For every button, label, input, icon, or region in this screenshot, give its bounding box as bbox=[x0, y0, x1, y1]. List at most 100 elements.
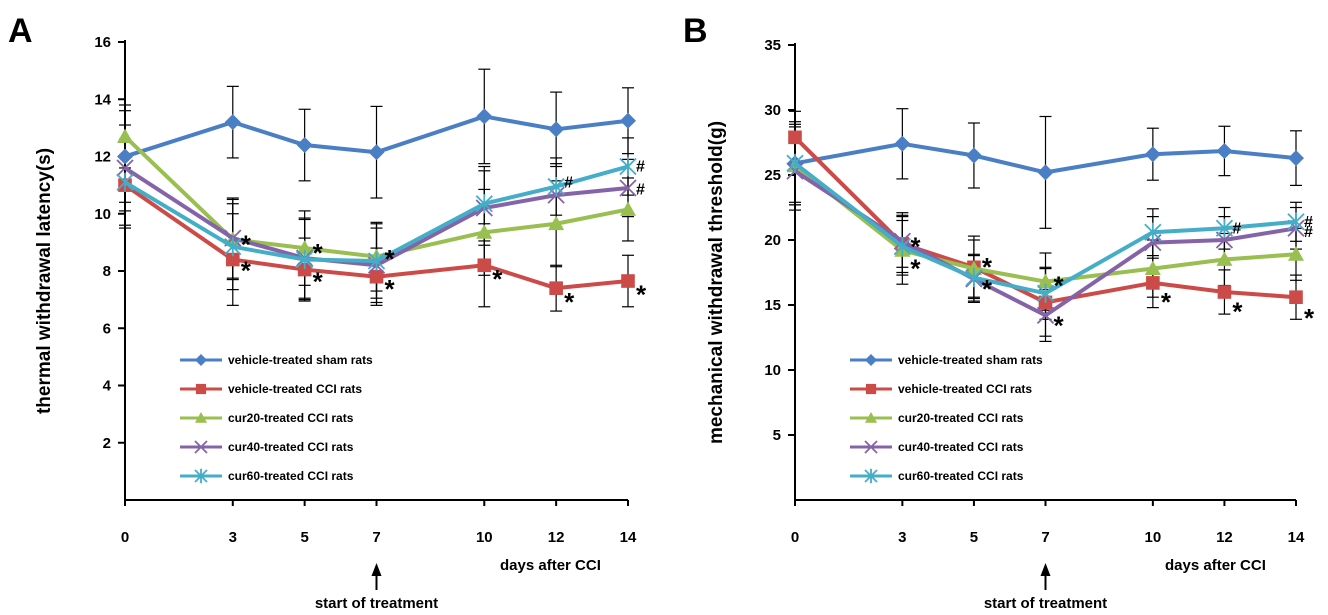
series-vehicle_sham bbox=[117, 108, 636, 165]
x-tick-label: 10 bbox=[476, 529, 493, 546]
marker-square bbox=[369, 269, 384, 284]
y-tick-label: 16 bbox=[94, 34, 111, 51]
legend-item-1: vehicle-treated sham rats bbox=[850, 353, 1043, 367]
legend-label: cur40-treated CCI rats bbox=[228, 440, 354, 454]
marker-triangle bbox=[620, 201, 636, 216]
legend-label: vehicle-treated CCI rats bbox=[898, 382, 1032, 396]
y-tick-label: 2 bbox=[103, 435, 111, 452]
marker-triangle bbox=[117, 128, 133, 143]
marker-asterisk bbox=[864, 468, 878, 484]
marker-asterisk bbox=[619, 156, 637, 177]
marker-x bbox=[1036, 306, 1055, 325]
significance-hash: # bbox=[636, 181, 645, 198]
y-tick-label: 10 bbox=[764, 362, 781, 379]
marker-x bbox=[116, 159, 134, 177]
significance-star: * bbox=[1304, 303, 1315, 333]
legend: vehicle-treated sham rats vehicle-treated… bbox=[850, 353, 1043, 484]
marker-triangle bbox=[195, 412, 207, 423]
y-tick-label: 4 bbox=[103, 378, 112, 395]
marker-asterisk bbox=[786, 153, 804, 173]
legend-label: cur60-treated CCI rats bbox=[228, 469, 354, 483]
significance-star: * bbox=[636, 280, 647, 310]
x-tick-label: 0 bbox=[791, 529, 799, 546]
marker-diamond bbox=[1037, 164, 1054, 181]
marker-asterisk bbox=[1215, 218, 1234, 238]
y-tick-label: 6 bbox=[103, 320, 111, 337]
x-tick-label: 7 bbox=[372, 529, 380, 546]
significance-star: * bbox=[982, 252, 993, 282]
panel-letter: A bbox=[8, 12, 33, 50]
legend-label: cur40-treated CCI rats bbox=[898, 440, 1024, 454]
treatment-arrow-head bbox=[371, 563, 382, 576]
significance-star: * bbox=[313, 267, 324, 297]
marker-square bbox=[477, 258, 492, 273]
significance-hash: # bbox=[1304, 214, 1313, 231]
significance-star: * bbox=[564, 287, 575, 317]
significance-star: * bbox=[910, 253, 921, 283]
marker-square bbox=[788, 130, 802, 145]
marker-square bbox=[1217, 285, 1232, 299]
treatment-annotation: start of treatment bbox=[984, 595, 1107, 612]
significance-hash: # bbox=[564, 174, 573, 191]
marker-diamond bbox=[224, 114, 241, 131]
x-tick-label: 3 bbox=[898, 529, 906, 546]
y-axis-label: mechanical withdrawal threshold(g) bbox=[706, 121, 727, 444]
marker-diamond bbox=[894, 135, 911, 152]
panel-letter: B bbox=[683, 12, 708, 50]
marker-triangle bbox=[296, 240, 313, 255]
series-cur60 bbox=[116, 156, 637, 271]
treatment-arrow-head bbox=[1040, 563, 1051, 576]
marker-triangle bbox=[476, 224, 493, 239]
legend-item-1: vehicle-treated sham rats bbox=[180, 353, 373, 367]
x-tick-label: 0 bbox=[121, 529, 129, 546]
chart-panel-a: A 2 4 6 8 10 12 14 16 0 3 5 7 10 12 14 thermal withdrawa… bbox=[8, 12, 647, 612]
marker-diamond bbox=[476, 108, 493, 125]
significance-star: * bbox=[385, 274, 396, 304]
marker-square bbox=[1146, 276, 1160, 290]
legend-label: vehicle-treated CCI rats bbox=[228, 382, 362, 396]
legend-label: vehicle-treated sham rats bbox=[228, 353, 373, 367]
significance-star: * bbox=[385, 244, 396, 274]
significance-star: * bbox=[1161, 287, 1172, 317]
x-tick-label: 3 bbox=[229, 529, 237, 546]
marker-square bbox=[225, 252, 240, 267]
treatment-annotation: start of treatment bbox=[315, 595, 438, 612]
series-cur60 bbox=[786, 153, 1305, 303]
marker-triangle bbox=[1288, 246, 1304, 261]
marker-triangle bbox=[865, 412, 877, 423]
marker-asterisk bbox=[547, 176, 565, 197]
legend-item-2: vehicle-treated CCI rats bbox=[850, 382, 1032, 396]
legend-item-5: cur60-treated CCI rats bbox=[850, 468, 1024, 484]
marker-asterisk bbox=[296, 249, 314, 270]
marker-triangle bbox=[1216, 251, 1233, 266]
y-tick-label: 30 bbox=[764, 102, 781, 119]
marker-triangle bbox=[1144, 260, 1161, 275]
legend-item-2: vehicle-treated CCI rats bbox=[180, 382, 362, 396]
legend-item-3: cur20-treated CCI rats bbox=[850, 411, 1024, 425]
significance-star: * bbox=[982, 274, 993, 304]
significance-star: * bbox=[313, 238, 324, 268]
legend-label: cur60-treated CCI rats bbox=[898, 469, 1024, 483]
legend-item-4: cur40-treated CCI rats bbox=[850, 440, 1024, 454]
marker-diamond bbox=[1144, 146, 1161, 163]
significance-star: * bbox=[241, 255, 252, 285]
marker-diamond bbox=[195, 354, 207, 366]
x-axis-label: days after CCI bbox=[1165, 557, 1266, 574]
marker-asterisk bbox=[965, 268, 983, 288]
significance-star: * bbox=[1054, 311, 1065, 341]
marker-square bbox=[621, 274, 635, 288]
marker-x bbox=[194, 440, 208, 454]
legend-item-3: cur20-treated CCI rats bbox=[180, 411, 354, 425]
legend-label: vehicle-treated sham rats bbox=[898, 353, 1043, 367]
marker-diamond bbox=[965, 147, 982, 164]
legend-item-4: cur40-treated CCI rats bbox=[180, 440, 354, 454]
y-tick-label: 20 bbox=[764, 232, 781, 249]
significance-star: * bbox=[1054, 270, 1065, 300]
legend-item-5: cur60-treated CCI rats bbox=[180, 468, 354, 484]
x-tick-label: 7 bbox=[1041, 529, 1049, 546]
marker-square bbox=[1289, 290, 1303, 304]
x-tick-label: 12 bbox=[1216, 529, 1233, 546]
marker-diamond bbox=[117, 148, 133, 165]
marker-asterisk bbox=[475, 194, 493, 214]
